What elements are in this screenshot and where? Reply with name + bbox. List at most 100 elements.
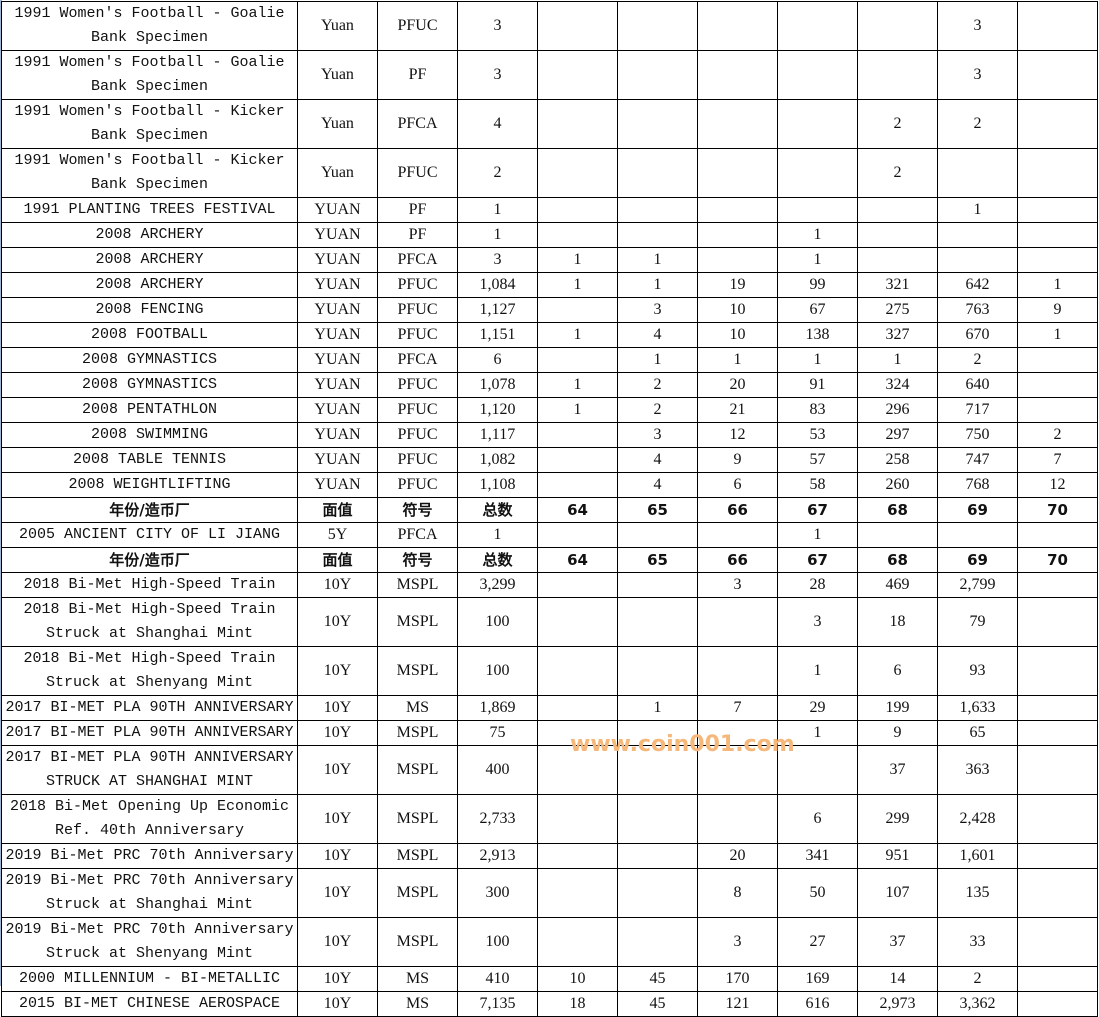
cell-grade-68: 2 (857, 99, 938, 149)
cell-grade-symbol: MS (377, 966, 458, 992)
cell-grade-symbol: PFUC (377, 397, 458, 423)
header-grade-symbol: 符号 (377, 497, 458, 523)
cell-grade-65 (617, 522, 698, 548)
cell-grade-66 (697, 794, 778, 844)
cell-grade-64 (537, 646, 618, 696)
cell-total: 6 (457, 347, 538, 373)
cell-total: 410 (457, 966, 538, 992)
header-row: 年份/造币厂 面值 符号 总数 64 65 66 67 68 69 70 (1, 547, 1098, 573)
cell-name: 2018 Bi-Met High-Speed Train Struck at S… (1, 597, 298, 647)
cell-grade-symbol: MSPL (377, 917, 458, 967)
cell-grade-68: 9 (857, 720, 938, 746)
cell-grade-66: 21 (697, 397, 778, 423)
cell-face-value: 10Y (297, 695, 378, 721)
cell-name: 2005 ANCIENT CITY OF LI JIANG (1, 522, 298, 548)
cell-grade-68: 324 (857, 372, 938, 398)
cell-grade-69: 363 (937, 745, 1018, 795)
cell-grade-69: 670 (937, 322, 1018, 348)
header-total: 总数 (457, 497, 538, 523)
cell-grade-67: 1 (777, 646, 858, 696)
header-total: 总数 (457, 547, 538, 573)
table-row: 2008 ARCHERY YUAN PFCA 3 1 1 1 (1, 247, 1098, 273)
cell-grade-symbol: MSPL (377, 794, 458, 844)
cell-grade-70 (1017, 966, 1098, 992)
table-row: 2008 GYMNASTICS YUAN PFUC 1,078 1 2 20 91 324 640 (1, 372, 1098, 398)
cell-total: 1 (457, 522, 538, 548)
table-row: 2008 WEIGHTLIFTING YUAN PFUC 1,108 4 6 58 260 76… (1, 472, 1098, 498)
cell-name: 2008 WEIGHTLIFTING (1, 472, 298, 498)
cell-grade-65: 2 (617, 397, 698, 423)
cell-grade-69: 135 (937, 868, 1018, 918)
cell-grade-70 (1017, 868, 1098, 918)
table-row: 2019 Bi-Met PRC 70th Anniversary 10Y MSPL 2… (1, 843, 1098, 869)
cell-face-value: YUAN (297, 422, 378, 448)
cell-grade-66: 10 (697, 297, 778, 323)
cell-grade-64 (537, 597, 618, 647)
cell-grade-69: 1,633 (937, 695, 1018, 721)
cell-grade-68: 2 (857, 148, 938, 198)
cell-grade-68: 275 (857, 297, 938, 323)
cell-grade-70 (1017, 1, 1098, 51)
cell-grade-64: 1 (537, 272, 618, 298)
cell-name: 1991 PLANTING TREES FESTIVAL (1, 197, 298, 223)
table-row: 2018 Bi-Met High-Speed Train 10Y MSPL 3,299… (1, 572, 1098, 598)
cell-grade-68 (857, 247, 938, 273)
cell-grade-symbol: PF (377, 50, 458, 100)
cell-grade-64 (537, 1, 618, 51)
cell-grade-70: 2 (1017, 422, 1098, 448)
cell-total: 100 (457, 597, 538, 647)
cell-grade-69: 2 (937, 347, 1018, 373)
cell-grade-66: 8 (697, 868, 778, 918)
cell-grade-65: 1 (617, 695, 698, 721)
cell-grade-symbol: MSPL (377, 597, 458, 647)
cell-grade-69: 2 (937, 966, 1018, 992)
cell-grade-70 (1017, 794, 1098, 844)
cell-grade-65 (617, 50, 698, 100)
cell-grade-64: 18 (537, 991, 618, 1017)
cell-grade-65: 1 (617, 347, 698, 373)
table-row: 2018 Bi-Met Opening Up Economic Ref. 40t… (1, 794, 1098, 844)
cell-name: 2019 Bi-Met PRC 70th Anniversary Struck … (1, 917, 298, 967)
header-grade-70: 70 (1017, 547, 1098, 573)
cell-grade-67 (777, 745, 858, 795)
cell-name: 1991 Women's Football - Kicker Bank Spec… (1, 148, 298, 198)
cell-total: 300 (457, 868, 538, 918)
header-grade-65: 65 (617, 547, 698, 573)
cell-grade-67: 3 (777, 597, 858, 647)
table-row: 2018 Bi-Met High-Speed Train Struck at S… (1, 646, 1098, 696)
cell-grade-64 (537, 917, 618, 967)
cell-face-value: 10Y (297, 966, 378, 992)
cell-grade-67: 53 (777, 422, 858, 448)
cell-grade-69: 1,601 (937, 843, 1018, 869)
cell-total: 1,151 (457, 322, 538, 348)
table-row: 2017 BI-MET PLA 90TH ANNIVERSARY 10Y MS 1,8… (1, 695, 1098, 721)
header-face-value: 面值 (297, 497, 378, 523)
cell-grade-67: 341 (777, 843, 858, 869)
cell-grade-65: 3 (617, 297, 698, 323)
cell-grade-67: 91 (777, 372, 858, 398)
cell-grade-68: 6 (857, 646, 938, 696)
cell-face-value: 10Y (297, 843, 378, 869)
cell-grade-64 (537, 99, 618, 149)
cell-grade-65 (617, 646, 698, 696)
cell-grade-64 (537, 197, 618, 223)
cell-grade-69 (937, 222, 1018, 248)
cell-grade-67: 1 (777, 247, 858, 273)
cell-grade-65: 45 (617, 966, 698, 992)
cell-grade-70: 7 (1017, 447, 1098, 473)
cell-face-value: 10Y (297, 597, 378, 647)
cell-grade-70 (1017, 843, 1098, 869)
cell-grade-70: 1 (1017, 322, 1098, 348)
cell-grade-70 (1017, 397, 1098, 423)
header-grade-66: 66 (697, 497, 778, 523)
cell-grade-68: 469 (857, 572, 938, 598)
cell-grade-69: 79 (937, 597, 1018, 647)
cell-name: 2018 Bi-Met Opening Up Economic Ref. 40t… (1, 794, 298, 844)
cell-grade-64: 1 (537, 397, 618, 423)
cell-grade-70 (1017, 99, 1098, 149)
cell-grade-symbol: PFCA (377, 99, 458, 149)
cell-grade-symbol: PFCA (377, 522, 458, 548)
cell-grade-70 (1017, 50, 1098, 100)
cell-grade-68: 14 (857, 966, 938, 992)
cell-grade-66 (697, 99, 778, 149)
